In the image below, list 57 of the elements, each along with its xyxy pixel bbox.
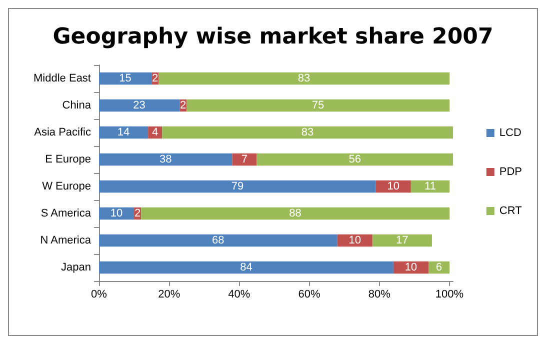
data-label: 75 [312,100,324,112]
chart-title: Geography wise market share 2007 [52,24,494,50]
data-label: 83 [301,126,314,138]
bar [256,153,453,166]
data-label: 23 [133,100,146,112]
data-label: 56 [348,154,361,166]
data-label: 14 [117,126,130,138]
data-label: 6 [436,262,442,274]
data-label: 10 [404,262,418,274]
y-tick-label: Asia Pacific [34,126,92,138]
legend-label: PDP [499,166,522,178]
bar [162,126,453,139]
data-label: 2 [152,72,158,84]
bar [99,180,376,193]
bar [141,207,450,220]
data-label: 10 [348,234,361,246]
y-tick-label: Japan [61,262,91,274]
bar [99,153,232,166]
data-label: 17 [396,234,408,246]
x-tick-label: 60% [298,288,321,300]
bar [99,99,180,112]
bar [99,261,394,274]
x-tick-label: 100% [435,288,464,300]
data-label: 88 [289,208,302,220]
y-tick-label: China [62,100,92,112]
data-label: 83 [298,72,310,84]
data-label: 79 [231,180,244,192]
bar [372,234,432,247]
data-label: 2 [134,208,141,220]
legend-label: LCD [499,127,522,139]
bar [232,153,257,166]
y-tick-label: S America [40,208,92,220]
bar [410,180,450,193]
data-label: 84 [240,262,252,274]
bar [99,234,338,247]
bar [99,126,148,139]
bar [158,72,450,85]
x-tick-label: 80% [368,288,391,300]
legend-label: CRT [499,205,522,217]
data-label: 15 [119,72,132,84]
data-label: 38 [159,154,172,166]
data-label: 68 [212,234,224,246]
data-label: 10 [110,208,123,220]
data-label: 11 [424,180,436,192]
data-label: 2 [180,100,186,112]
data-label: 4 [152,126,158,138]
x-tick-label: 0% [91,288,108,300]
bar [186,99,450,112]
data-label: 10 [387,180,400,192]
x-tick-label: 20% [158,288,180,300]
x-tick-label: 40% [228,288,250,300]
bar [99,72,152,85]
data-label: 7 [241,154,248,166]
y-tick-label: E Europe [45,154,91,166]
y-tick-label: Middle East [34,72,91,84]
y-tick-label: N America [40,234,92,246]
y-tick-label: W Europe [42,180,91,192]
